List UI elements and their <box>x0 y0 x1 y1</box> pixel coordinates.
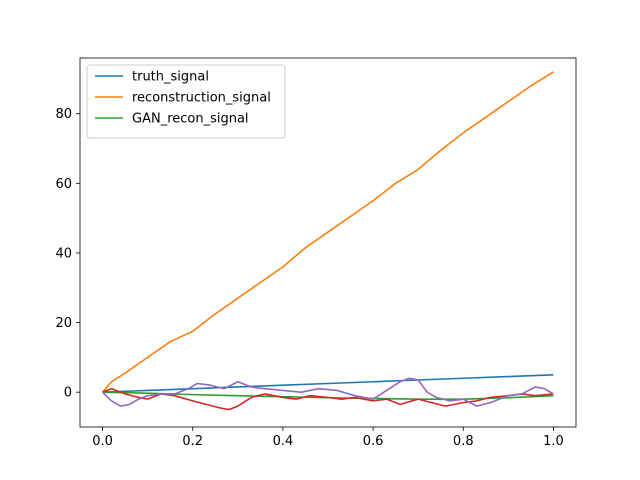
x-tick-label: 1.0 <box>543 434 564 449</box>
x-axis-ticks: 0.0 0.2 0.4 0.6 0.8 1.0 <box>92 427 564 449</box>
x-tick-label: 0.6 <box>363 434 384 449</box>
y-tick-label: 40 <box>55 246 72 261</box>
x-tick-label: 0.0 <box>92 434 113 449</box>
legend-label: reconstruction_signal <box>132 91 271 106</box>
legend-box <box>86 64 286 139</box>
x-tick-label: 0.4 <box>273 434 294 449</box>
y-tick-label: 60 <box>55 177 72 192</box>
x-tick-label: 0.2 <box>182 434 203 449</box>
legend-label: GAN_recon_signal <box>132 112 249 127</box>
series-line-reconstruction-signal <box>101 71 554 393</box>
x-tick-label: 0.8 <box>453 434 474 449</box>
y-tick-label: 0 <box>64 386 72 401</box>
series-line-unlabeled-4 <box>101 377 554 407</box>
series-line-truth-signal <box>102 373 554 393</box>
axes-frame <box>79 57 577 428</box>
legend: truth_signal reconstruction_signal GAN_rec… <box>86 64 286 139</box>
y-tick-label: 20 <box>55 316 72 331</box>
y-tick-label: 80 <box>55 107 72 122</box>
y-axis-ticks: 0 20 40 60 80 <box>55 107 80 401</box>
series-layer <box>101 71 554 411</box>
legend-label: truth_signal <box>132 70 209 85</box>
